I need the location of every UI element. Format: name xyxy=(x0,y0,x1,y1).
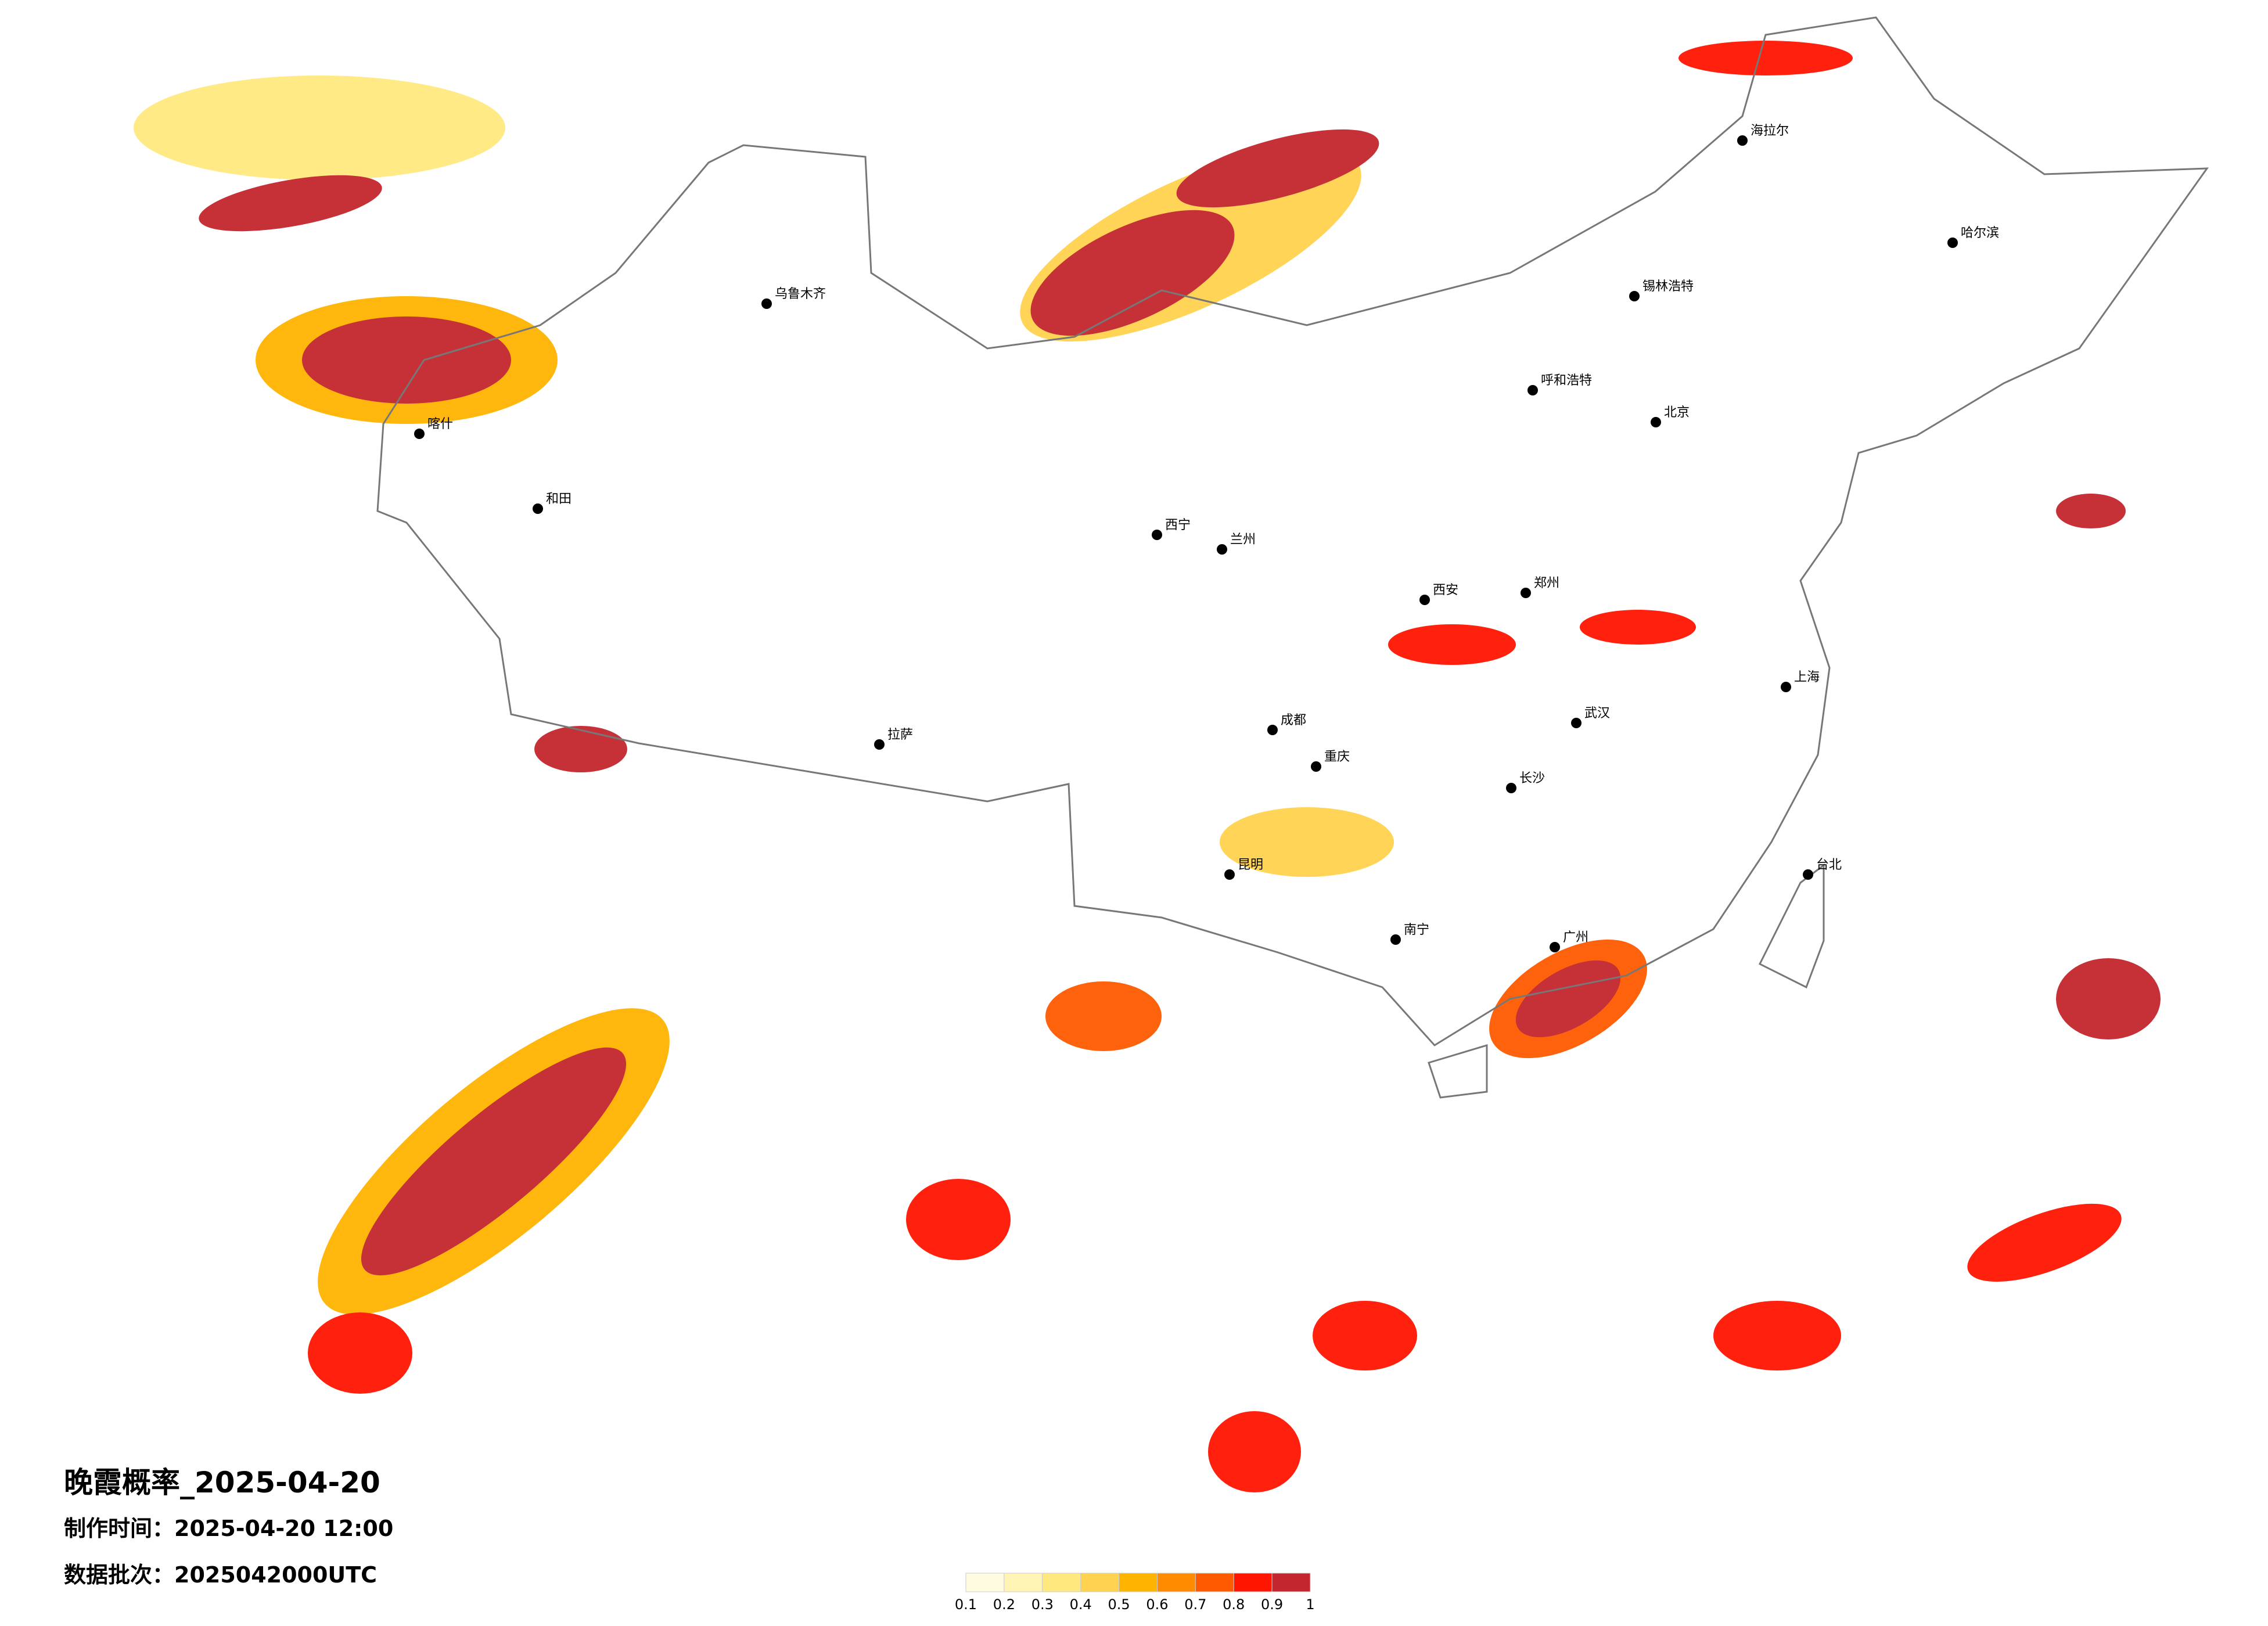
colorbar-bin xyxy=(1156,1573,1196,1592)
city-label: 拉萨 xyxy=(887,728,913,742)
taiwan-outline xyxy=(1758,864,1825,989)
country-outline xyxy=(376,16,2209,1046)
colorbar-tick-label: 0.9 xyxy=(1261,1596,1283,1613)
city-dot xyxy=(1267,725,1278,735)
city-label: 郑州 xyxy=(1534,576,1559,591)
city-dot xyxy=(1781,682,1791,692)
city-dot xyxy=(1527,385,1538,395)
city-label: 海拉尔 xyxy=(1751,124,1789,138)
colorbar-tick-label: 0.8 xyxy=(1223,1596,1245,1613)
city-label: 兰州 xyxy=(1230,533,1256,547)
city-dot xyxy=(1419,595,1430,605)
city-dot xyxy=(533,503,543,514)
colorbar-tick-label: 1 xyxy=(1306,1596,1314,1613)
colorbar-bin xyxy=(1004,1573,1043,1592)
production-time: 制作时间：2025-04-20 12:00 xyxy=(64,1516,393,1541)
city-dot xyxy=(1571,718,1582,728)
colorbar-bin xyxy=(1042,1573,1081,1592)
colorbar-bin xyxy=(1233,1573,1273,1592)
city-dot xyxy=(761,298,772,309)
city-label: 重庆 xyxy=(1324,750,1350,764)
city-dot xyxy=(414,429,425,439)
city-label: 上海 xyxy=(1794,670,1820,685)
city-dot xyxy=(1550,942,1560,952)
city-label: 成都 xyxy=(1281,713,1306,728)
colorbar-tick-label: 0.3 xyxy=(1031,1596,1054,1613)
city-dot xyxy=(1521,588,1531,598)
city-label: 西安 xyxy=(1433,583,1458,598)
city-dot xyxy=(1224,869,1235,880)
city-dot xyxy=(1629,291,1640,301)
city-dot xyxy=(1311,761,1321,772)
city-label: 昆明 xyxy=(1238,858,1263,872)
colorbar-tick-label: 0.6 xyxy=(1146,1596,1168,1613)
city-dot xyxy=(1390,934,1401,945)
colorbar: 0.1 0.2 0.3 0.4 0.5 0.6 0.7 0.8 0.9 1 xyxy=(955,1573,1315,1613)
city-label: 西宁 xyxy=(1165,518,1191,533)
probability-field xyxy=(134,41,2161,1492)
city-label: 和田 xyxy=(546,492,572,506)
city-dot xyxy=(1651,417,1661,427)
data-batch: 数据批次：2025042000UTC xyxy=(64,1562,377,1588)
city-dot xyxy=(1152,530,1162,540)
city-dot xyxy=(1947,238,1958,248)
colorbar-tick-label: 0.4 xyxy=(1070,1596,1092,1613)
city-dot xyxy=(1506,783,1516,793)
city-dot xyxy=(1803,869,1813,880)
city-dot xyxy=(1217,544,1227,555)
city-label: 武汉 xyxy=(1584,706,1610,721)
colorbar-bin xyxy=(965,1573,1005,1592)
city-label: 乌鲁木齐 xyxy=(775,287,826,301)
city-label: 台北 xyxy=(1816,858,1842,872)
city-label: 长沙 xyxy=(1519,771,1545,786)
city-label: 哈尔滨 xyxy=(1961,226,1999,240)
city-label: 北京 xyxy=(1664,405,1690,420)
colorbar-tick-label: 0.2 xyxy=(993,1596,1015,1613)
colorbar-tick-label: 0.7 xyxy=(1184,1596,1206,1613)
hainan-outline xyxy=(1428,1044,1488,1099)
colorbar-bin xyxy=(1080,1573,1120,1592)
map-title: 晚霞概率_2025-04-20 xyxy=(64,1466,380,1499)
city-label: 南宁 xyxy=(1404,923,1429,937)
colorbar-bin xyxy=(1195,1573,1234,1592)
colorbar-bin xyxy=(1271,1573,1311,1592)
colorbar-bin xyxy=(1119,1573,1158,1592)
colorbar-tick-label: 0.1 xyxy=(955,1596,977,1613)
city-dot xyxy=(1737,135,1748,146)
colorbar-tick-label: 0.5 xyxy=(1108,1596,1130,1613)
city-label: 喀什 xyxy=(427,417,453,431)
city-label: 广州 xyxy=(1563,930,1588,945)
city-label: 锡林浩特 xyxy=(1642,279,1694,294)
city-dot xyxy=(874,739,885,750)
city-label: 呼和浩特 xyxy=(1541,373,1592,388)
